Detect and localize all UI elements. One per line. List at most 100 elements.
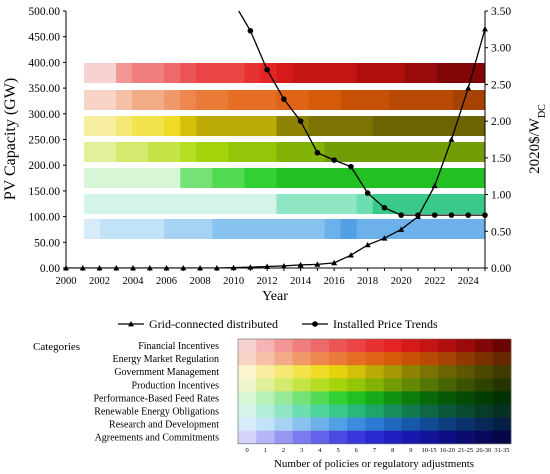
- heatmap-cell: [164, 194, 181, 214]
- heatmap-cell: [84, 142, 101, 162]
- scale-swatch: [238, 339, 257, 353]
- scale-swatch: [256, 352, 275, 366]
- scale-swatch: [383, 391, 403, 405]
- heatmap-cell: [164, 90, 181, 110]
- scale-swatch: [238, 391, 257, 405]
- scale-swatch: [310, 417, 330, 431]
- heatmap-cell: [212, 90, 229, 110]
- legend-label-price: Installed Price Trends: [333, 317, 438, 331]
- heatmap-cell: [84, 168, 101, 188]
- heatmap-cell: [340, 194, 358, 214]
- heatmap-cell: [164, 219, 181, 239]
- scale-swatch: [347, 391, 366, 405]
- scale-swatch: [492, 391, 512, 405]
- scale-swatch: [474, 339, 494, 353]
- heatmap-cell: [228, 194, 245, 214]
- heatmap-cell: [324, 194, 342, 214]
- grid-connected-point: [465, 85, 472, 91]
- x-tick-label: 2018: [357, 276, 378, 287]
- category-label: Renewable Energy Obligations: [94, 407, 219, 418]
- heatmap-cell: [436, 63, 454, 83]
- scale-title: Number of policies or regulatory adjustm…: [274, 458, 474, 470]
- heatmap-cell: [276, 168, 293, 188]
- y-axis-right-title-sub: DC: [537, 104, 548, 118]
- heatmap-cell: [324, 63, 342, 83]
- scale-swatch: [238, 352, 257, 366]
- legend-circle-marker: [312, 321, 318, 327]
- scale-swatch: [292, 339, 312, 353]
- y-right-tick-label: 0.50: [491, 226, 511, 238]
- heatmap-cell: [212, 168, 229, 188]
- installed-price-point: [448, 212, 455, 218]
- scale-swatch: [238, 417, 257, 431]
- grid-connected-point: [130, 265, 137, 271]
- scale-swatch: [474, 417, 494, 431]
- heatmap-cell: [436, 219, 454, 239]
- heatmap-cell: [196, 90, 213, 110]
- heatmap-cell: [372, 63, 390, 83]
- heatmap-cell: [388, 116, 406, 136]
- grid-connected-point: [146, 265, 153, 271]
- scale-swatch: [256, 417, 275, 431]
- heatmap-cell: [356, 116, 374, 136]
- category-label: Research and Development: [109, 420, 219, 431]
- scale-swatch: [474, 365, 494, 379]
- scale-swatch: [238, 404, 257, 418]
- scale-swatch: [401, 365, 421, 379]
- heatmap-cell: [324, 90, 342, 110]
- scale-swatch: [310, 352, 330, 366]
- scale-swatch: [310, 339, 330, 353]
- heatmap-cell: [84, 219, 101, 239]
- scale-swatch: [438, 430, 457, 445]
- scale-swatch: [420, 391, 439, 405]
- heatmap-cell: [244, 63, 261, 83]
- heatmap-cell: [180, 63, 197, 83]
- heatmap-cell: [276, 63, 293, 83]
- scale-swatch: [329, 352, 348, 366]
- category-label: Financial Incentives: [138, 341, 219, 352]
- scale-swatch: [292, 417, 312, 431]
- grid-connected-point: [297, 261, 304, 268]
- grid-connected-point: [79, 265, 86, 271]
- scale-swatch: [401, 352, 421, 366]
- heatmap-cell: [84, 90, 101, 110]
- heatmap-cell: [100, 168, 117, 188]
- scale-tick-label: 4: [318, 447, 322, 454]
- scale-swatch: [365, 404, 384, 418]
- heatmap-cell: [452, 142, 470, 162]
- heatmap-cell: [132, 116, 149, 136]
- heatmap-cell: [356, 142, 374, 162]
- heatmap-cell: [260, 168, 277, 188]
- scale-swatch: [329, 391, 348, 405]
- x-tick-label: 2004: [123, 276, 145, 287]
- heatmap-cell: [244, 116, 261, 136]
- scale-swatch: [292, 352, 312, 366]
- scale-swatch: [438, 378, 457, 392]
- heatmap-cell: [404, 142, 422, 162]
- grid-connected-point: [264, 263, 271, 269]
- heatmap-cell: [468, 219, 486, 239]
- scale-swatch: [274, 339, 293, 353]
- heatmap-cell: [164, 168, 181, 188]
- scale-tick-label: 0: [245, 447, 248, 454]
- scale-swatch: [256, 365, 275, 379]
- y-left-tick-label: 250.00: [28, 135, 60, 147]
- y-axis-right-title: 2020$/WDC: [527, 104, 548, 174]
- heatmap-cell: [452, 219, 470, 239]
- grid-connected-point: [280, 262, 287, 269]
- heatmap-cell: [452, 168, 470, 188]
- scale-swatch: [420, 378, 439, 392]
- heatmap-cell: [100, 63, 117, 83]
- y-right-tick-label: 2.50: [491, 79, 511, 91]
- heatmap-cell: [148, 142, 165, 162]
- heatmap-cell: [324, 116, 342, 136]
- scale-swatch: [329, 339, 348, 353]
- installed-price-point: [431, 212, 438, 218]
- heatmap-cell: [180, 219, 197, 239]
- grid-connected-point: [331, 259, 338, 266]
- heatmap-cell: [260, 116, 277, 136]
- heatmap-cell: [276, 194, 293, 214]
- grid-connected-point: [431, 182, 438, 189]
- scale-swatch: [310, 391, 330, 405]
